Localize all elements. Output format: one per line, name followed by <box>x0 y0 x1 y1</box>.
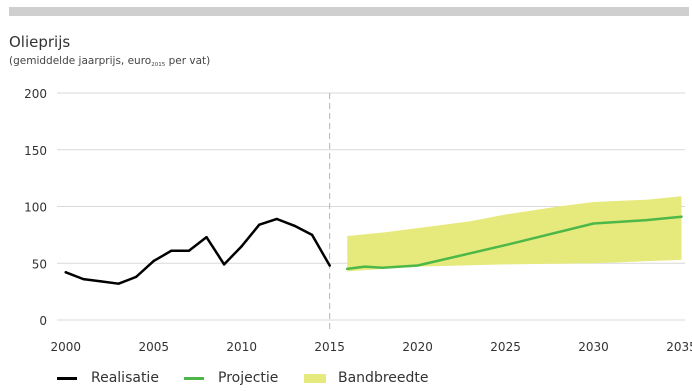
legend-label-bandbreedte: Bandbreedte <box>338 370 429 386</box>
x-tick-label: 2010 <box>226 340 257 354</box>
subtitle-post: per vat) <box>165 55 211 67</box>
data-point-projectie <box>363 265 367 268</box>
x-tick-label: 2030 <box>578 340 609 354</box>
legend-label-realisatie: Realisatie <box>91 370 159 386</box>
data-point-realisatie <box>152 259 155 263</box>
data-point-realisatie <box>134 275 138 279</box>
data-point-projectie <box>645 218 648 222</box>
legend-label-projectie: Projectie <box>218 370 279 386</box>
data-point-realisatie <box>222 263 226 266</box>
data-point-realisatie <box>240 245 243 248</box>
data-point-realisatie <box>205 235 208 239</box>
data-point-realisatie <box>187 249 191 252</box>
data-point-realisatie <box>293 224 296 227</box>
chart-subtitle: (gemiddelde jaarprijs, euro2015 per vat) <box>9 55 210 68</box>
data-point-projectie <box>381 266 384 269</box>
x-tick-label: 2000 <box>51 340 82 354</box>
subtitle-pre: (gemiddelde jaarprijs, euro <box>9 55 152 67</box>
top-bar <box>9 7 689 16</box>
chart-title: Olieprijs <box>9 33 71 51</box>
x-tick-label: 2020 <box>402 340 433 354</box>
data-point-projectie <box>416 264 419 267</box>
data-point-projectie <box>346 267 349 271</box>
data-point-realisatie <box>258 223 261 226</box>
legend-swatch-realisatie <box>57 376 77 380</box>
y-tick-label: 150 <box>24 144 47 158</box>
legend: Realisatie Projectie Bandbreedte <box>0 370 692 390</box>
legend-item-projectie: Projectie <box>184 370 278 386</box>
y-tick-label: 200 <box>24 87 47 101</box>
data-point-realisatie <box>170 249 173 252</box>
x-tick-label: 2005 <box>138 340 169 354</box>
x-tick-label: 2015 <box>314 340 345 354</box>
y-tick-label: 0 <box>39 314 47 328</box>
data-point-realisatie <box>310 233 314 237</box>
x-tick-label: 2025 <box>490 340 521 354</box>
data-point-projectie <box>627 220 630 223</box>
legend-swatch-bandbreedte <box>304 373 326 383</box>
subtitle-sub: 2015 <box>151 62 166 68</box>
legend-item-bandbreedte: Bandbreedte <box>304 370 429 386</box>
data-point-projectie <box>680 215 683 218</box>
data-point-realisatie <box>99 280 103 283</box>
chart-svg: 0 50 100 150 200 2000 2005 2010 2015 2020 2025 2030… <box>24 87 692 354</box>
data-point-realisatie <box>275 217 279 221</box>
data-point-realisatie <box>117 282 120 285</box>
data-point-realisatie <box>82 277 85 281</box>
series-line-realisatie <box>64 217 331 285</box>
y-tick-label: 100 <box>24 201 47 215</box>
legend-item-realisatie: Realisatie <box>57 370 159 386</box>
data-point-projectie <box>504 243 507 247</box>
band-area <box>347 196 682 272</box>
y-tick-label: 50 <box>32 257 47 271</box>
data-point-realisatie <box>328 264 331 267</box>
x-tick-label: 2035 <box>666 340 692 354</box>
data-point-realisatie <box>64 271 67 274</box>
data-point-projectie <box>592 222 595 225</box>
legend-swatch-projectie <box>184 376 204 380</box>
